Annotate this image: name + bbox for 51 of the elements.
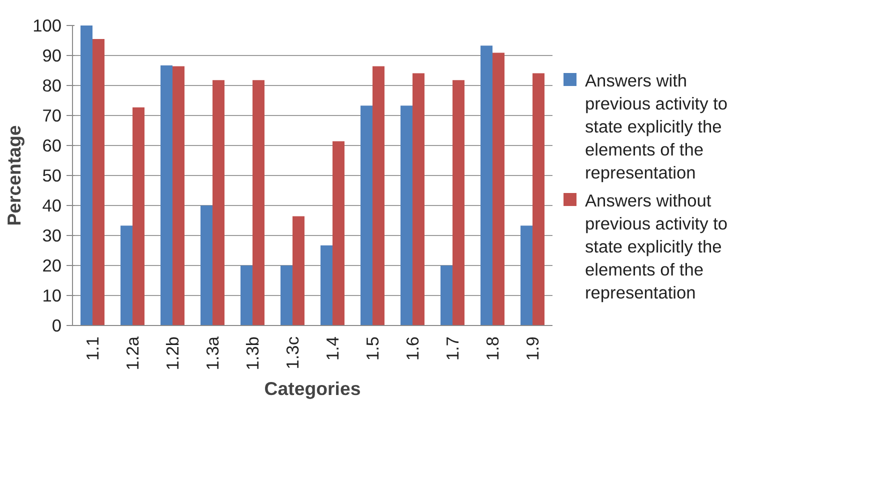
bar bbox=[440, 266, 452, 326]
x-tick-label: 1.3a bbox=[202, 336, 222, 370]
x-tick-label: 1.2b bbox=[162, 336, 182, 370]
bar bbox=[172, 66, 184, 326]
y-tick-label: 30 bbox=[42, 226, 62, 246]
bar bbox=[132, 107, 144, 326]
bar bbox=[332, 141, 344, 326]
x-tick-label: 1.5 bbox=[362, 336, 382, 361]
legend-label: Answers with previous activity to state explicitly the elements of the representation bbox=[585, 70, 728, 182]
y-axis-title: Percentage bbox=[4, 125, 25, 226]
bar bbox=[200, 206, 212, 326]
y-tick-label: 80 bbox=[42, 76, 62, 96]
y-tick-label: 40 bbox=[42, 196, 62, 216]
bar bbox=[320, 245, 332, 326]
y-tick-label: 100 bbox=[32, 16, 62, 36]
bar bbox=[280, 266, 292, 326]
y-tick-label: 20 bbox=[42, 256, 62, 276]
bar bbox=[452, 80, 464, 326]
bar bbox=[372, 66, 384, 326]
y-tick-label: 60 bbox=[42, 136, 62, 156]
y-tick-label: 70 bbox=[42, 106, 62, 126]
bar bbox=[92, 39, 104, 326]
bar bbox=[292, 216, 304, 326]
bar bbox=[252, 80, 264, 326]
y-tick-label: 90 bbox=[42, 46, 62, 66]
bar bbox=[492, 52, 504, 326]
bar bbox=[400, 106, 412, 326]
x-tick-label: 1.3b bbox=[242, 336, 262, 370]
x-tick-label: 1.1 bbox=[82, 336, 102, 361]
bar bbox=[120, 226, 132, 326]
y-tick-label: 0 bbox=[52, 316, 62, 336]
bar bbox=[412, 73, 424, 326]
x-tick-label: 1.9 bbox=[522, 336, 542, 361]
y-tick-label: 50 bbox=[42, 166, 62, 186]
legend-label: Answers without previous activity to state explicitly the elements of the representation bbox=[585, 190, 728, 302]
x-tick-label: 1.6 bbox=[402, 336, 422, 361]
bar bbox=[520, 226, 532, 326]
bar bbox=[212, 80, 224, 326]
bar bbox=[80, 26, 92, 326]
bar bbox=[532, 73, 544, 326]
y-tick-label: 10 bbox=[42, 286, 62, 306]
bar bbox=[480, 46, 492, 326]
x-tick-label: 1.4 bbox=[322, 336, 342, 361]
x-tick-label: 1.7 bbox=[442, 336, 462, 361]
bar bbox=[240, 266, 252, 326]
x-axis-title: Categories bbox=[264, 378, 361, 400]
x-tick-label: 1.8 bbox=[482, 336, 502, 361]
bar bbox=[160, 65, 172, 326]
bar bbox=[360, 106, 372, 326]
x-tick-label: 1.3c bbox=[282, 336, 302, 370]
x-tick-label: 1.2a bbox=[122, 336, 142, 370]
